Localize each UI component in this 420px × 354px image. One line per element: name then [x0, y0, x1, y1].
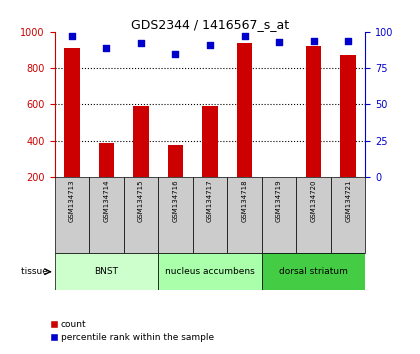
- Bar: [202, 106, 218, 177]
- Bar: [227, 177, 262, 253]
- Bar: [89, 177, 123, 253]
- Bar: [64, 48, 80, 177]
- Bar: [193, 177, 227, 253]
- Legend: count, percentile rank within the sample: count, percentile rank within the sample: [47, 316, 218, 346]
- Bar: [99, 143, 114, 177]
- Text: GSM134717: GSM134717: [207, 179, 213, 222]
- Text: GSM134714: GSM134714: [103, 179, 109, 222]
- Bar: [297, 177, 331, 253]
- Point: [276, 39, 282, 45]
- Bar: [168, 145, 183, 177]
- Point: [345, 38, 352, 44]
- Bar: [55, 177, 89, 253]
- Bar: [158, 253, 262, 290]
- Bar: [237, 43, 252, 177]
- Bar: [262, 177, 297, 253]
- Text: GSM134713: GSM134713: [69, 179, 75, 222]
- Point: [241, 33, 248, 39]
- Text: dorsal striatum: dorsal striatum: [279, 267, 348, 276]
- Bar: [331, 177, 365, 253]
- Text: GSM134720: GSM134720: [311, 179, 317, 222]
- Bar: [123, 177, 158, 253]
- Bar: [158, 177, 193, 253]
- Text: GSM134715: GSM134715: [138, 179, 144, 222]
- Text: nucleus accumbens: nucleus accumbens: [165, 267, 255, 276]
- Bar: [262, 253, 365, 290]
- Point: [207, 42, 213, 48]
- Text: GSM134716: GSM134716: [173, 179, 178, 222]
- Bar: [340, 56, 356, 177]
- Point: [310, 38, 317, 44]
- Point: [68, 33, 75, 39]
- Bar: [55, 253, 158, 290]
- Text: GSM134721: GSM134721: [345, 179, 351, 222]
- Text: GSM134719: GSM134719: [276, 179, 282, 222]
- Bar: [306, 46, 321, 177]
- Text: GSM134718: GSM134718: [241, 179, 247, 222]
- Point: [103, 45, 110, 51]
- Bar: [133, 106, 149, 177]
- Point: [138, 41, 144, 46]
- Point: [172, 51, 179, 57]
- Title: GDS2344 / 1416567_s_at: GDS2344 / 1416567_s_at: [131, 18, 289, 31]
- Text: BNST: BNST: [94, 267, 118, 276]
- Text: tissue: tissue: [21, 267, 50, 276]
